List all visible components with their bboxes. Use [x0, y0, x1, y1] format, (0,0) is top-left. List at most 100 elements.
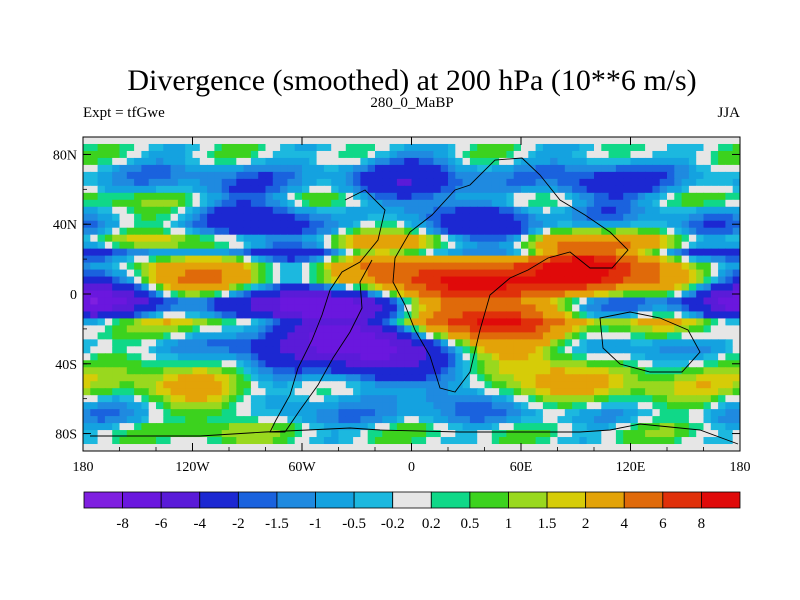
field-cell — [469, 332, 478, 340]
field-cell — [250, 206, 259, 215]
field-cell — [433, 346, 442, 354]
field-cell — [316, 199, 325, 208]
field-cell — [513, 269, 522, 278]
field-cell — [440, 332, 449, 340]
field-cell — [659, 325, 668, 333]
field-cell — [513, 395, 522, 403]
field-cell — [696, 255, 705, 264]
field-cell — [630, 269, 639, 278]
field-cell — [462, 416, 471, 424]
field-cell — [221, 339, 230, 347]
field-cell — [630, 241, 639, 250]
field-cell — [272, 332, 281, 340]
field-cell — [185, 444, 194, 451]
field-cell — [535, 283, 544, 292]
field-cell — [594, 150, 602, 159]
field-cell — [309, 276, 318, 285]
field-cell — [696, 318, 705, 326]
field-cell — [90, 346, 99, 354]
field-cell — [615, 332, 624, 340]
field-cell — [550, 199, 559, 208]
field-cell — [418, 255, 427, 264]
field-cell — [258, 262, 267, 271]
field-cell — [229, 157, 237, 166]
field-cell — [477, 234, 486, 243]
field-cell — [396, 150, 405, 159]
field-cell — [623, 311, 632, 320]
field-cell — [316, 262, 325, 271]
field-cell — [535, 269, 544, 278]
field-cell — [229, 318, 237, 326]
field-cell — [353, 437, 361, 445]
field-cell — [199, 290, 208, 299]
field-cell — [404, 430, 413, 438]
field-cell — [353, 227, 361, 236]
field-cell — [148, 367, 157, 375]
field-cell — [506, 290, 515, 299]
field-cell — [258, 360, 267, 368]
field-cell — [667, 269, 675, 278]
field-cell — [243, 402, 252, 410]
field-cell — [148, 192, 157, 201]
field-cell — [156, 311, 164, 320]
field-cell — [156, 283, 164, 292]
field-cell — [462, 248, 471, 257]
field-cell — [521, 157, 529, 166]
field-cell — [207, 164, 215, 173]
field-cell — [645, 185, 653, 194]
field-cell — [170, 311, 179, 320]
field-cell — [119, 192, 128, 201]
field-cell — [703, 178, 712, 187]
field-cell — [134, 297, 142, 306]
field-cell — [615, 213, 624, 222]
field-cell — [258, 381, 267, 389]
field-cell — [396, 304, 405, 313]
field-cell — [564, 234, 573, 243]
field-cell — [426, 311, 434, 320]
field-cell — [688, 227, 697, 236]
field-cell — [411, 339, 420, 347]
field-cell — [294, 213, 303, 222]
field-cell — [506, 395, 515, 403]
field-cell — [667, 304, 675, 313]
field-cell — [156, 332, 164, 340]
field-cell — [192, 388, 201, 396]
field-cell — [90, 164, 99, 173]
field-cell — [615, 381, 624, 389]
field-cell — [586, 213, 595, 222]
field-cell — [688, 137, 697, 145]
field-cell — [674, 199, 683, 208]
field-cell — [199, 304, 208, 313]
field-cell — [250, 374, 259, 382]
field-cell — [448, 318, 456, 326]
field-cell — [396, 402, 405, 410]
field-cell — [594, 339, 602, 347]
field-cell — [667, 157, 675, 166]
field-cell — [331, 409, 340, 417]
field-cell — [207, 332, 215, 340]
field-cell — [710, 290, 719, 299]
field-cell — [535, 353, 544, 361]
field-cell — [491, 388, 500, 396]
field-cell — [148, 185, 157, 194]
field-cell — [156, 297, 164, 306]
field-cell — [360, 437, 369, 445]
field-cell — [608, 178, 617, 187]
field-cell — [462, 171, 471, 180]
field-cell — [338, 137, 347, 145]
field-cell — [681, 346, 690, 354]
field-cell — [236, 290, 245, 299]
field-cell — [192, 150, 201, 159]
field-cell — [688, 374, 697, 382]
field-cell — [506, 409, 515, 417]
field-cell — [667, 143, 675, 152]
field-cell — [280, 164, 288, 173]
field-cell — [90, 325, 99, 333]
field-cell — [141, 248, 150, 257]
field-cell — [659, 416, 668, 424]
field-cell — [353, 374, 361, 382]
field-cell — [375, 255, 383, 264]
field-cell — [615, 416, 624, 424]
field-cell — [550, 178, 559, 187]
